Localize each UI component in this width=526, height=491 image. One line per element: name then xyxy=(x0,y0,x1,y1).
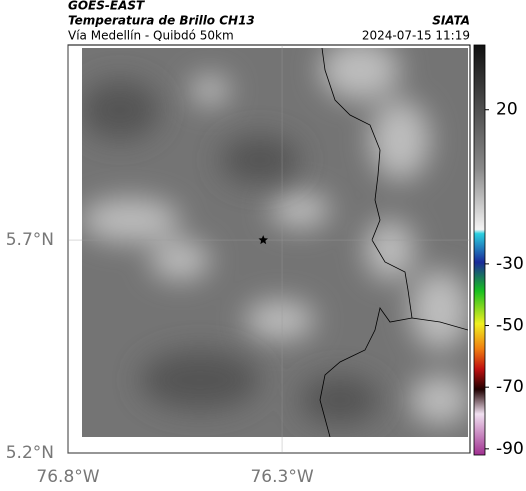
org: SIATA xyxy=(432,14,470,28)
source: GOES-EAST xyxy=(68,0,145,13)
datetime: 2024-07-15 11:19 xyxy=(362,29,470,43)
colorbar-tick-label: -50 xyxy=(496,316,524,336)
x-tick-label: 76.8°W xyxy=(36,467,99,487)
colorbar xyxy=(473,44,486,456)
colorbar-tick-label: -70 xyxy=(496,377,524,397)
colorbar-tick-label: 20 xyxy=(496,100,518,120)
location-marker xyxy=(258,235,268,245)
region: Vía Medellín - Quibdó 50km xyxy=(68,29,234,43)
colorbar-tick-label: -30 xyxy=(496,254,524,274)
grid xyxy=(67,45,470,454)
y-tick-label: 5.7°N xyxy=(6,230,54,250)
colorbar-tick-label: -90 xyxy=(496,439,524,459)
product: Temperatura de Brillo CH13 xyxy=(68,14,255,28)
satellite-image xyxy=(82,48,468,437)
x-tick-label: 76.3°W xyxy=(250,467,313,487)
y-tick-label: 5.2°N xyxy=(6,443,54,463)
